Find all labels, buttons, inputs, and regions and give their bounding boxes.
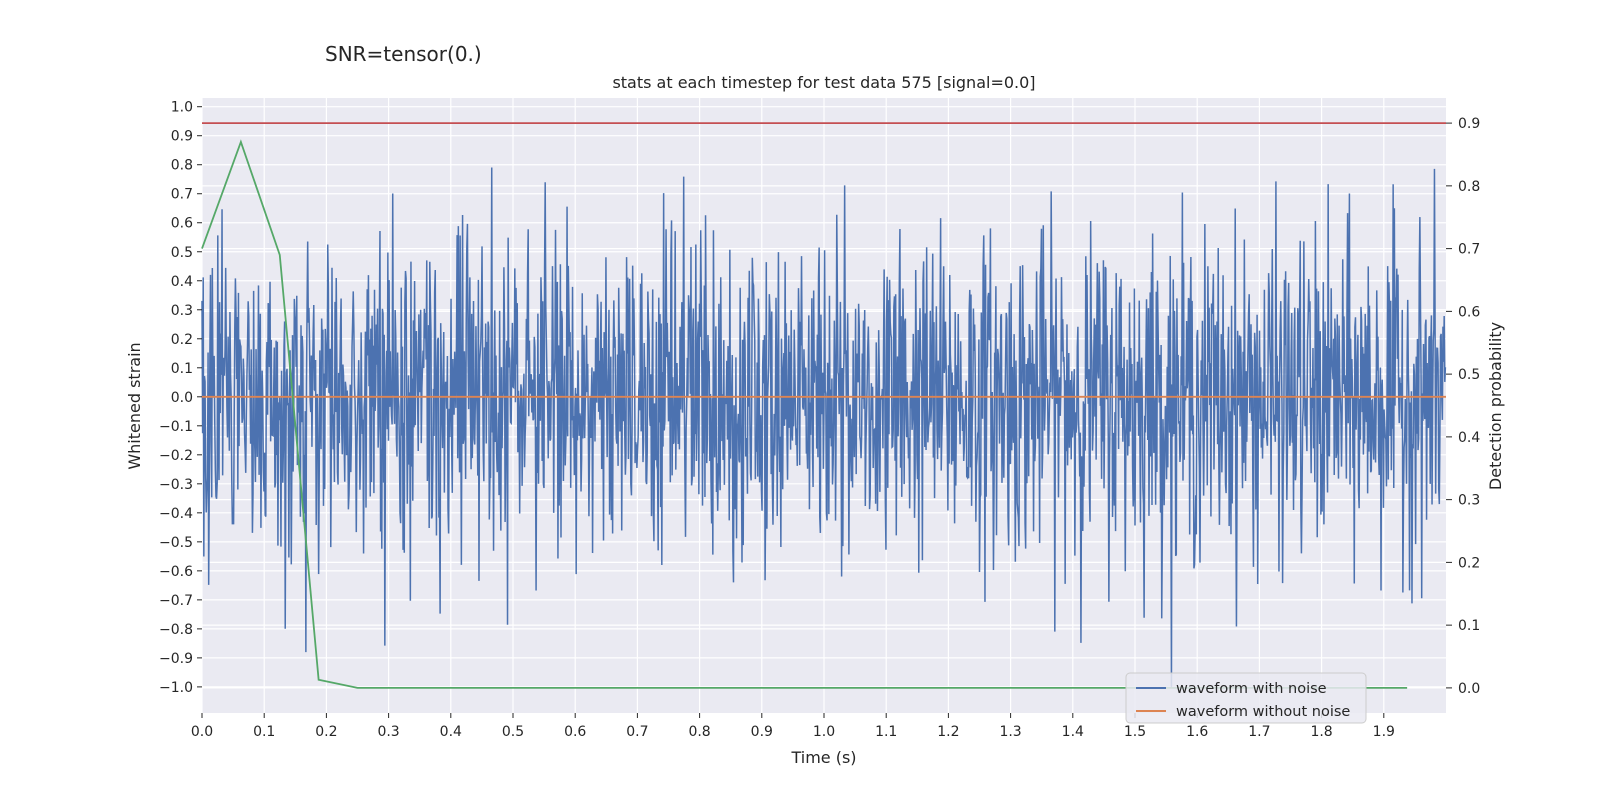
- y2-tick-label: 0.8: [1458, 179, 1480, 195]
- legend: waveform with noise waveform without nois…: [1125, 672, 1367, 724]
- x-tick-label: 0.9: [751, 724, 773, 740]
- x-tick-label: 1.0: [813, 724, 835, 740]
- x-tick-label: 1.7: [1248, 724, 1270, 740]
- y2-tick-label: 0.5: [1458, 367, 1480, 383]
- legend-label: waveform without noise: [1176, 704, 1350, 720]
- y-tick-label: 0.6: [171, 216, 193, 232]
- figure-suptitle: SNR=tensor(0.): [325, 42, 482, 66]
- x-tick-label: 0.7: [626, 724, 648, 740]
- y-tick-label: −0.3: [159, 477, 193, 493]
- y2-tick-label: 0.6: [1458, 304, 1480, 320]
- x-axis-label: Time (s): [790, 748, 856, 767]
- x-tick-label: 0.2: [315, 724, 337, 740]
- x-tick-label: 0.0: [191, 724, 213, 740]
- y2-tick-label: 0.0: [1458, 681, 1480, 697]
- y-tick-label: −0.5: [159, 535, 193, 551]
- x-tick-label: 0.5: [502, 724, 524, 740]
- y2-tick-label: 0.4: [1458, 430, 1480, 446]
- y2-tick-label: 0.9: [1458, 116, 1480, 132]
- x-tick-label: 0.8: [688, 724, 710, 740]
- y-axis-label: Whitened strain: [125, 342, 144, 469]
- y2-tick-label: 0.3: [1458, 493, 1480, 509]
- y-tick-label: 0.4: [171, 274, 193, 290]
- y-tick-label: 0.2: [171, 332, 193, 348]
- y-tick-label: −1.0: [159, 680, 193, 696]
- y-tick-label: 0.3: [171, 303, 193, 319]
- x-tick-label: 1.2: [937, 724, 959, 740]
- x-tick-label: 1.3: [999, 724, 1021, 740]
- y-tick-label: 0.8: [171, 158, 193, 174]
- x-tick-label: 0.6: [564, 724, 586, 740]
- y2-axis-label: Detection probability: [1486, 322, 1505, 490]
- y-tick-label: −0.4: [159, 506, 193, 522]
- x-tick-label: 1.8: [1310, 724, 1332, 740]
- chart-title: stats at each timestep for test data 575…: [612, 73, 1035, 92]
- legend-label: waveform with noise: [1176, 681, 1327, 697]
- y-tick-label: −0.9: [159, 651, 193, 667]
- x-tick-label: 1.1: [875, 724, 897, 740]
- series-waveform-with-noise: [201, 167, 1447, 687]
- x-tick-label: 0.1: [253, 724, 275, 740]
- y-tick-label: −0.7: [159, 593, 193, 609]
- y2-tick-label: 0.7: [1458, 242, 1480, 258]
- y2-tick-label: 0.2: [1458, 555, 1480, 571]
- x-tick-label: 1.9: [1373, 724, 1395, 740]
- y2-tick-label: 0.1: [1458, 618, 1480, 634]
- legend-box: [1125, 672, 1367, 724]
- y-tick-label: 0.7: [171, 187, 193, 203]
- y-tick-label: 1.0: [171, 100, 193, 116]
- x-tick-label: 0.4: [440, 724, 462, 740]
- x-tick-label: 1.6: [1186, 724, 1208, 740]
- y-tick-label: 0.1: [171, 361, 193, 377]
- x-tick-label: 1.5: [1124, 724, 1146, 740]
- y-tick-label: 0.5: [171, 245, 193, 261]
- y-tick-label: −0.6: [159, 564, 193, 580]
- y-tick-label: 0.0: [171, 390, 193, 406]
- y-tick-label: 0.9: [171, 129, 193, 145]
- x-tick-label: 0.3: [377, 724, 399, 740]
- x-tick-label: 1.4: [1062, 724, 1084, 740]
- y-tick-label: −0.8: [159, 622, 193, 638]
- y-tick-label: −0.2: [159, 448, 193, 464]
- y-tick-label: −0.1: [159, 419, 193, 435]
